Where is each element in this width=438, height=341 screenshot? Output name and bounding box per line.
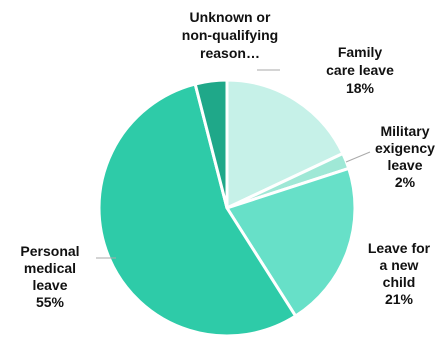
slice-label-line: Military xyxy=(380,123,429,139)
slice-label-line: leave xyxy=(387,157,422,173)
slice-label-line: Personal xyxy=(20,243,79,259)
slice-label: Leave for a new child 21% xyxy=(368,240,431,307)
slice-label: Military exigency leave 2% xyxy=(375,123,435,190)
slice-label-line: Unknown or xyxy=(190,9,271,25)
slice-label-line: non-qualifying xyxy=(182,27,278,43)
label-leader-lines xyxy=(96,69,371,259)
pie-slices xyxy=(97,78,357,338)
slice-label: Family care leave 18% xyxy=(326,44,394,96)
slice-value-label: 21% xyxy=(385,291,414,307)
slice-label: Unknown or non-qualifying reason… xyxy=(182,9,278,61)
pie-slice xyxy=(225,78,345,210)
slice-label-line: exigency xyxy=(375,140,435,156)
slice-value-label: 55% xyxy=(36,294,65,310)
slice-label-line: medical xyxy=(24,260,76,276)
pie-slice xyxy=(225,166,357,318)
pie-slice xyxy=(97,82,298,338)
slice-label-line: Leave for xyxy=(368,240,431,256)
leader-line xyxy=(345,151,371,163)
slice-label-line: care leave xyxy=(326,62,394,78)
slice-label-line: Family xyxy=(338,44,383,60)
slice-labels: Family care leave 18%Military exigency leave… xyxy=(20,9,435,310)
slice-label-line: child xyxy=(383,274,416,290)
slice-label-line: reason… xyxy=(200,45,260,61)
slice-value-label: 18% xyxy=(346,80,375,96)
slice-label-line: a new xyxy=(380,257,419,273)
slice-label-line: leave xyxy=(32,277,67,293)
pie-slice xyxy=(193,78,229,210)
slice-value-label: 2% xyxy=(395,174,416,190)
slice-label: Personal medical leave 55% xyxy=(20,243,79,310)
